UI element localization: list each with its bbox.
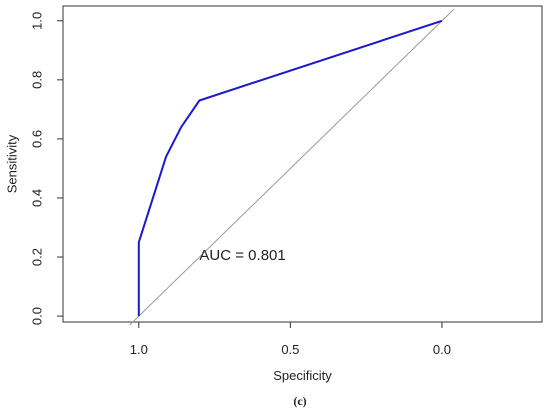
y-tick-label: 0.2 <box>30 248 45 266</box>
x-axis-title: Specificity <box>273 368 332 383</box>
y-tick-label: 0.4 <box>30 189 45 207</box>
y-axis-title: Sensitivity <box>5 134 20 193</box>
y-tick-label: 0.6 <box>30 130 45 148</box>
x-tick-label: 0.5 <box>281 342 299 357</box>
figure-caption: (c) <box>293 394 306 408</box>
x-axis: 1.0 0.5 0.0 <box>130 322 451 357</box>
y-axis: 0.0 0.2 0.4 0.6 0.8 1.0 <box>30 12 63 325</box>
y-tick-label: 0.8 <box>30 71 45 89</box>
roc-curve-line <box>137 19 443 317</box>
x-tick-label: 0.0 <box>433 342 451 357</box>
plot-frame <box>62 5 543 323</box>
y-tick-label: 1.0 <box>30 12 45 30</box>
x-tick-label: 1.0 <box>130 342 148 357</box>
auc-annotation: AUC = 0.801 <box>199 247 285 264</box>
y-tick-label: 0.0 <box>30 307 45 325</box>
series-layer <box>129 8 455 326</box>
reference-diagonal-line <box>129 8 455 326</box>
